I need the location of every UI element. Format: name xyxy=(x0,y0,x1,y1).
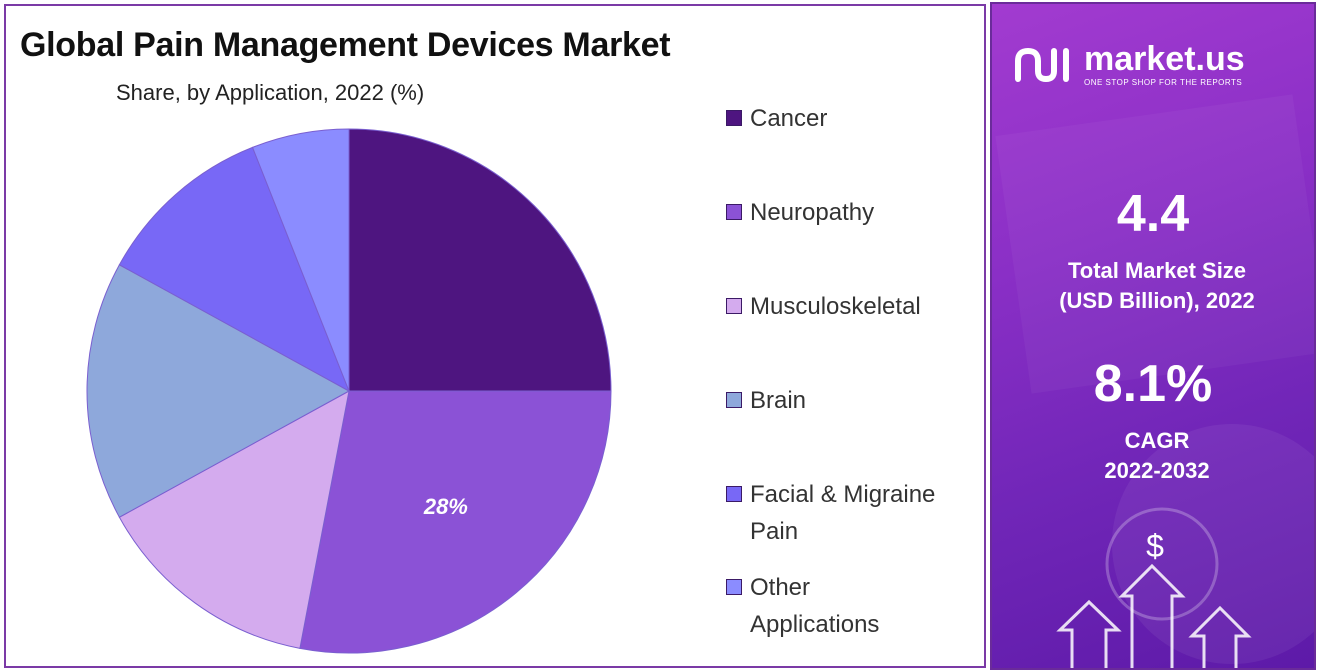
legend-swatch xyxy=(726,392,742,408)
arrow-up-icon xyxy=(1188,605,1252,668)
legend-label: Neuropathy xyxy=(750,199,875,226)
legend-item: Other Applications xyxy=(726,573,980,643)
brand-tagline: ONE STOP SHOP FOR THE REPORTS xyxy=(1084,78,1243,87)
legend-item: Brain xyxy=(726,386,980,419)
pie-slice-musculoskeletal xyxy=(118,390,350,649)
legend-item: Facial & Migraine Pain xyxy=(726,480,980,550)
background-decoration: $ xyxy=(995,94,1314,668)
chart-subtitle: Share, by Application, 2022 (%) xyxy=(116,80,425,105)
summary-panel: $ market.us ONE STOP SHOP FOR THE REPORT… xyxy=(990,2,1316,670)
market-us-logo-icon xyxy=(1015,47,1069,82)
chart-title: Global Pain Management Devices Market xyxy=(20,26,671,64)
legend-item: Cancer xyxy=(726,104,980,137)
pie-slice-facial-migraine-pain xyxy=(118,146,350,393)
pie-slice-neuropathy xyxy=(299,390,612,654)
legend-swatch xyxy=(726,579,742,595)
legend-label: Cancer xyxy=(750,105,828,132)
legend-label: Other Applications xyxy=(750,574,880,638)
pie-chart: 28% xyxy=(86,128,612,654)
arrow-up-icon xyxy=(1118,563,1186,668)
dollar-icon: $ xyxy=(1146,528,1164,564)
cagr-value: 8.1% xyxy=(1093,355,1213,413)
pie-slice-brain xyxy=(86,264,351,518)
legend-swatch xyxy=(726,204,742,220)
legend-label: Facial & Migraine Pain xyxy=(750,481,936,545)
brand-name: market.us xyxy=(1084,40,1245,78)
legend-item: Musculoskeletal xyxy=(726,292,980,325)
cagr-label: CAGR 2022-2032 xyxy=(1104,428,1210,483)
legend-swatch xyxy=(726,486,742,502)
legend-swatch xyxy=(726,298,742,314)
data-label: 28% xyxy=(423,494,468,519)
pie-slice-cancer xyxy=(348,128,612,392)
brand-logo: market.us ONE STOP SHOP FOR THE REPORTS xyxy=(1014,42,1245,87)
arrow-up-icon xyxy=(1056,599,1122,668)
legend-label: Brain xyxy=(750,387,807,414)
chart-panel: Global Pain Management Devices Market Sh… xyxy=(4,4,986,668)
pie-slice-other-applications xyxy=(251,128,350,392)
legend-label: Musculoskeletal xyxy=(750,293,921,320)
market-size-value: 4.4 xyxy=(1116,185,1190,243)
market-size-label: Total Market Size (USD Billion), 2022 xyxy=(1059,258,1255,313)
legend-item: Neuropathy xyxy=(726,198,980,231)
legend-swatch xyxy=(726,110,742,126)
